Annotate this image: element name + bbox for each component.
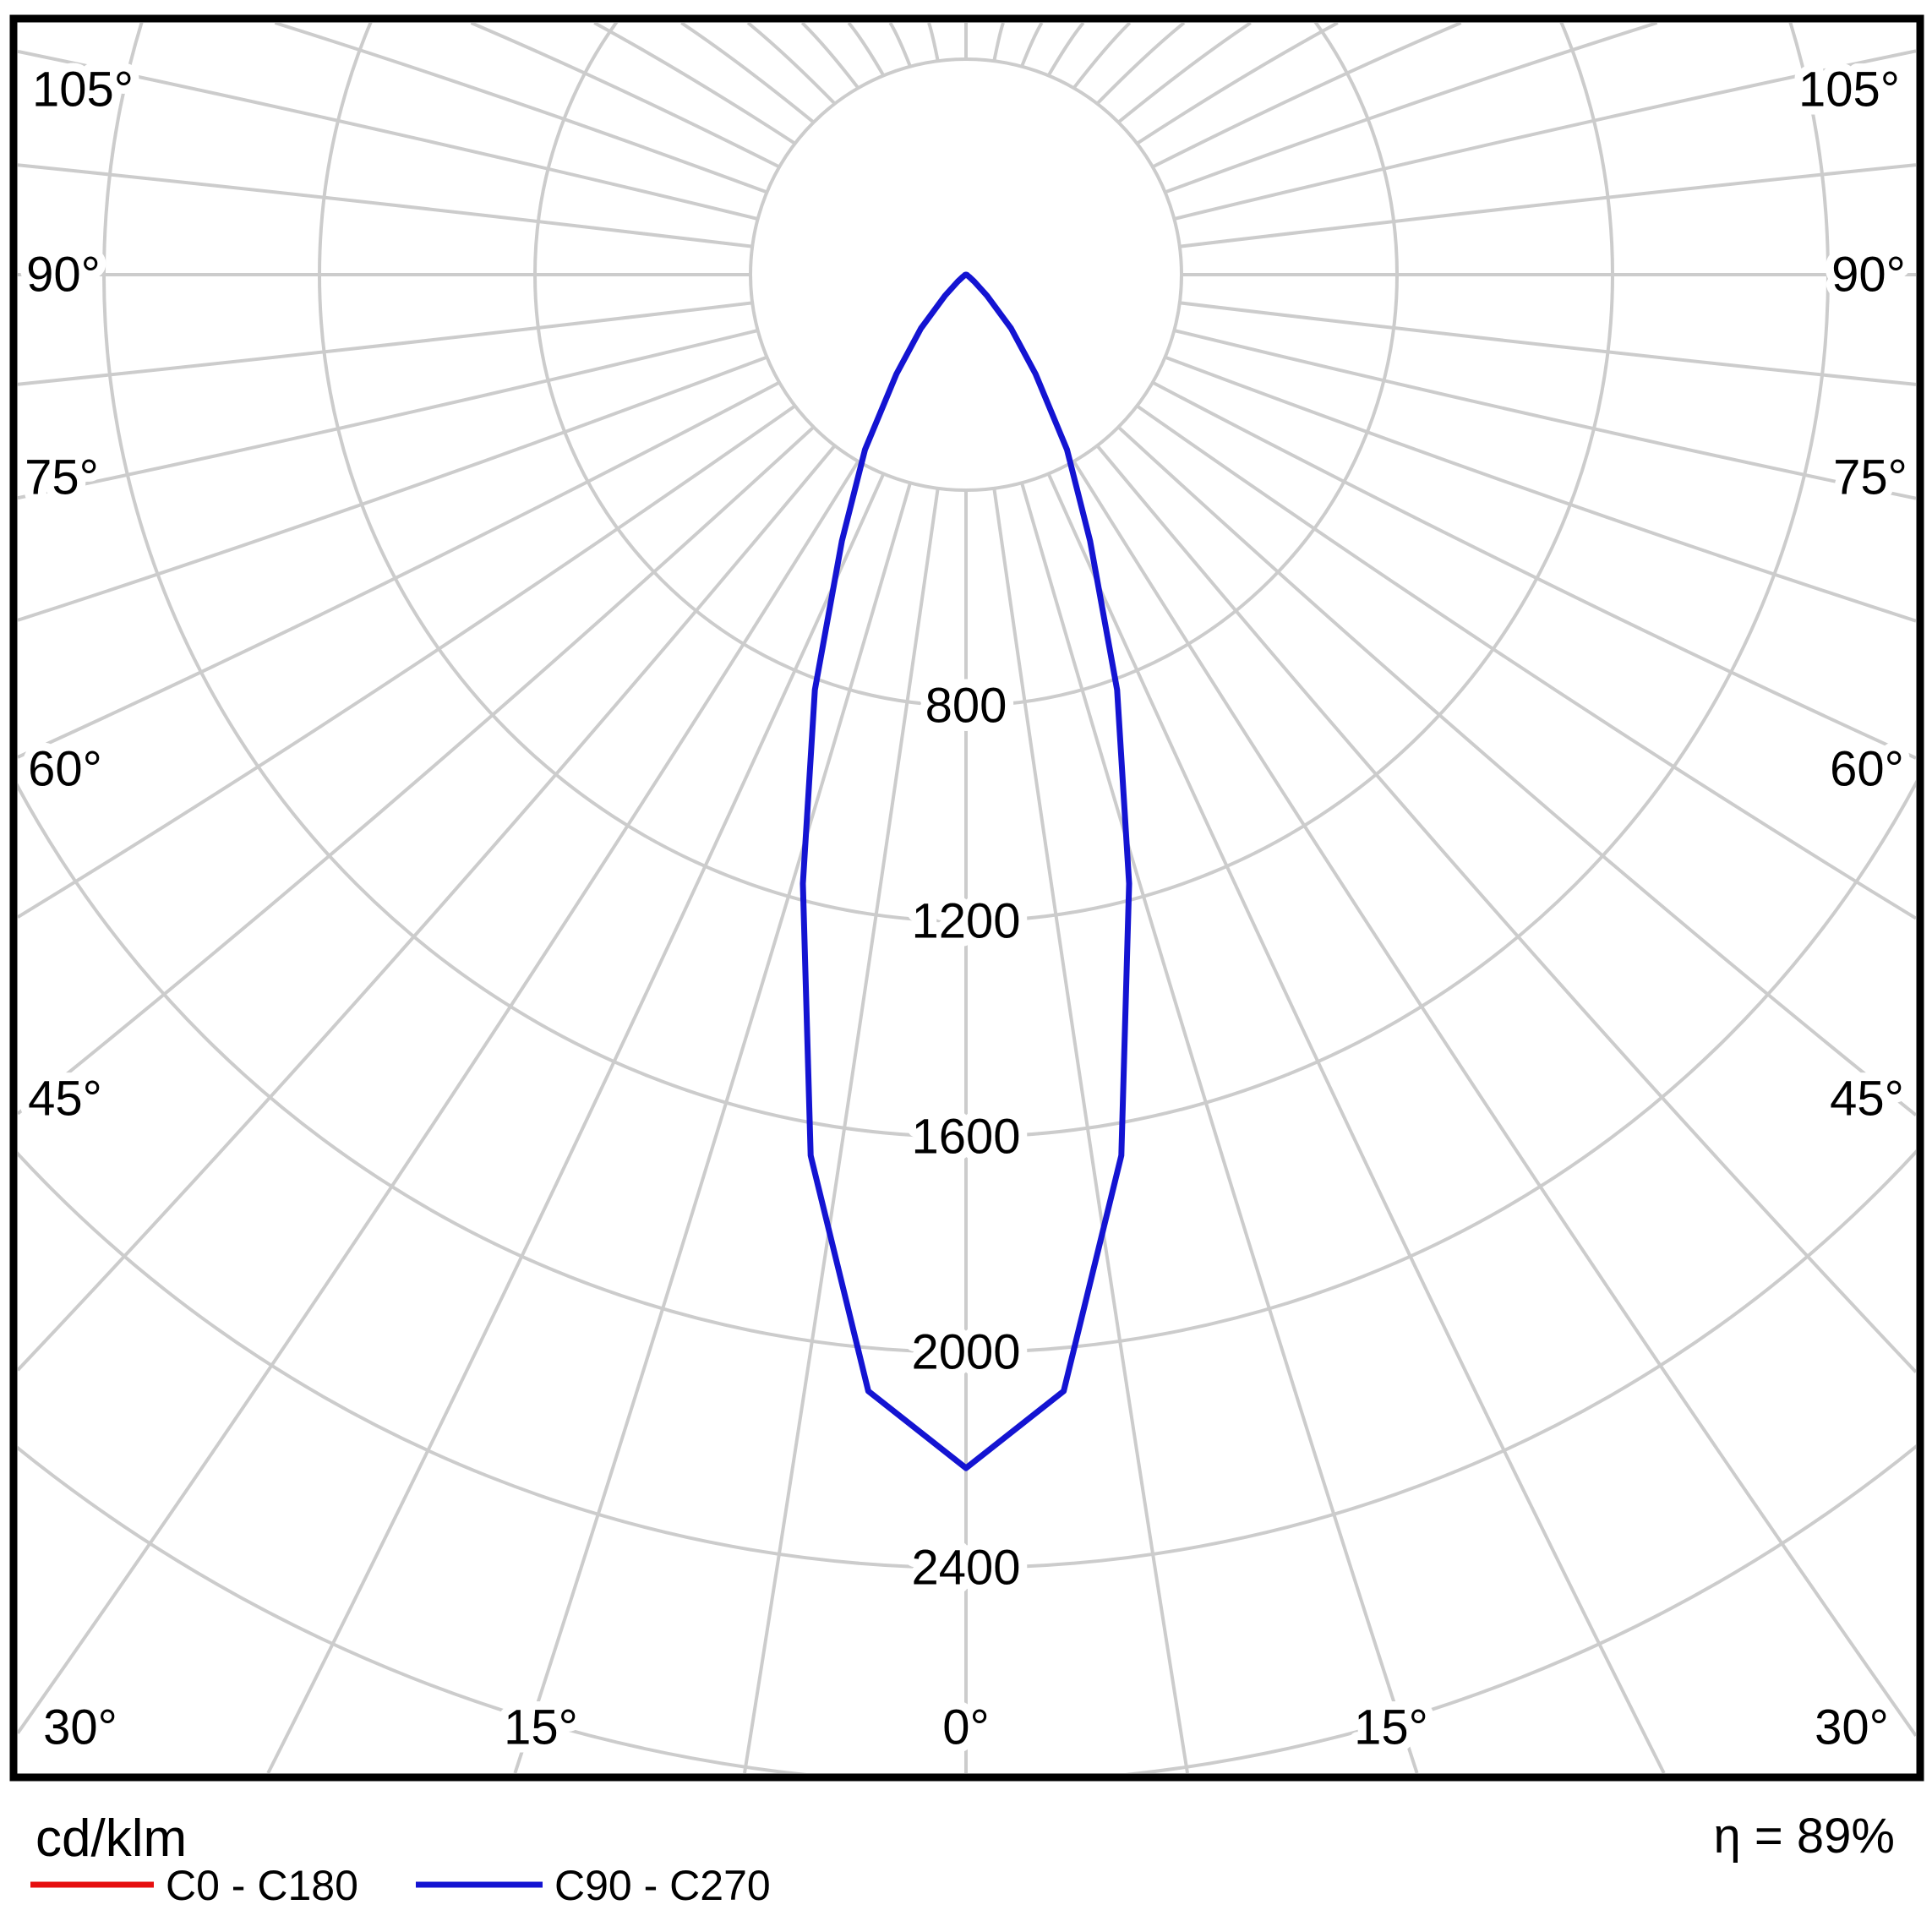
angle-ray [1136,23,1339,145]
angle-ray [513,482,912,1773]
angle-label: 15° [1354,1700,1428,1755]
angle-ray [1046,472,1666,1773]
angle-ray [18,380,781,759]
radial-value-label: 2400 [911,1541,1020,1596]
angle-ray [1173,329,1916,500]
angle-ray [1095,445,1916,1373]
angle-ray [743,488,940,1773]
angle-ray [1151,380,1916,760]
angle-ray [1020,23,1044,68]
angle-ray [1116,425,1916,1116]
angle-ray [593,23,796,145]
angle-label: 60° [1830,742,1904,797]
radial-value-label: 1600 [911,1110,1020,1165]
polar-grid [18,23,1916,1773]
angle-ray [18,460,860,1734]
legend-label-c0: C0 - C180 [166,1862,358,1909]
angle-label: 0° [942,1700,989,1755]
angle-ray [1164,355,1916,623]
angle-ray [18,445,837,1372]
efficiency-label: η = 89% [1714,1809,1895,1864]
angle-ray [1179,301,1916,386]
angle-ray [266,472,886,1773]
angle-ray [1117,23,1252,124]
angle-label: 75° [1833,450,1907,505]
angle-ray [1072,460,1916,1737]
legend-label-c90: C90 - C270 [554,1862,771,1909]
angle-ray [18,404,796,919]
angle-ray [18,329,759,500]
angle-ray [1151,23,1462,169]
units-label: cd/klm [35,1809,187,1868]
intensity-curves [800,271,1132,1471]
radial-value-label: 800 [925,679,1007,734]
angle-label: 105° [1798,63,1900,117]
angle-ray [18,355,768,622]
curve-C90-C270 [800,271,1132,1471]
angle-ray [1179,163,1916,248]
angle-ray [1164,23,1658,194]
axis-labels: 800 1200 1600 2000 2400 0° 15° 15° 30° 30° 45° 45° 6… [16,54,1916,1764]
legend: C0 - C180 C90 - C270 [30,1862,771,1909]
angle-ray [992,488,1189,1773]
radial-value-label: 2000 [911,1325,1020,1380]
angle-label: 15° [504,1700,578,1755]
angle-label: 105° [32,63,134,117]
plot-border [9,14,1924,1782]
angle-ray [18,49,759,221]
angle-ray [1046,23,1085,77]
angle-label: 45° [28,1072,102,1127]
angle-ray [800,23,860,90]
angle-ray [992,23,1005,62]
angle-ray [18,163,753,248]
angle-label: 45° [1830,1072,1904,1127]
angle-ray [680,23,815,124]
angle-ray [18,301,753,386]
angle-label: 30° [1815,1700,1889,1755]
angle-label: 60° [28,742,102,797]
angle-ray [746,23,837,106]
angle-ray [1095,23,1186,106]
angle-ray [470,23,781,169]
angle-ray [18,425,816,1116]
angle-label: 90° [1831,248,1906,303]
angle-ray [927,23,940,62]
angle-ray [888,23,912,68]
angle-label: 75° [25,450,99,505]
angle-ray [1136,404,1916,920]
angle-label: 90° [26,248,101,303]
angle-ray [1173,49,1916,221]
angle-ray [1072,23,1132,90]
radial-value-label: 1200 [911,894,1020,949]
angle-ray [274,23,768,194]
angle-ray [1020,482,1419,1773]
angle-ray [847,23,886,77]
angle-label: 30° [43,1700,117,1755]
